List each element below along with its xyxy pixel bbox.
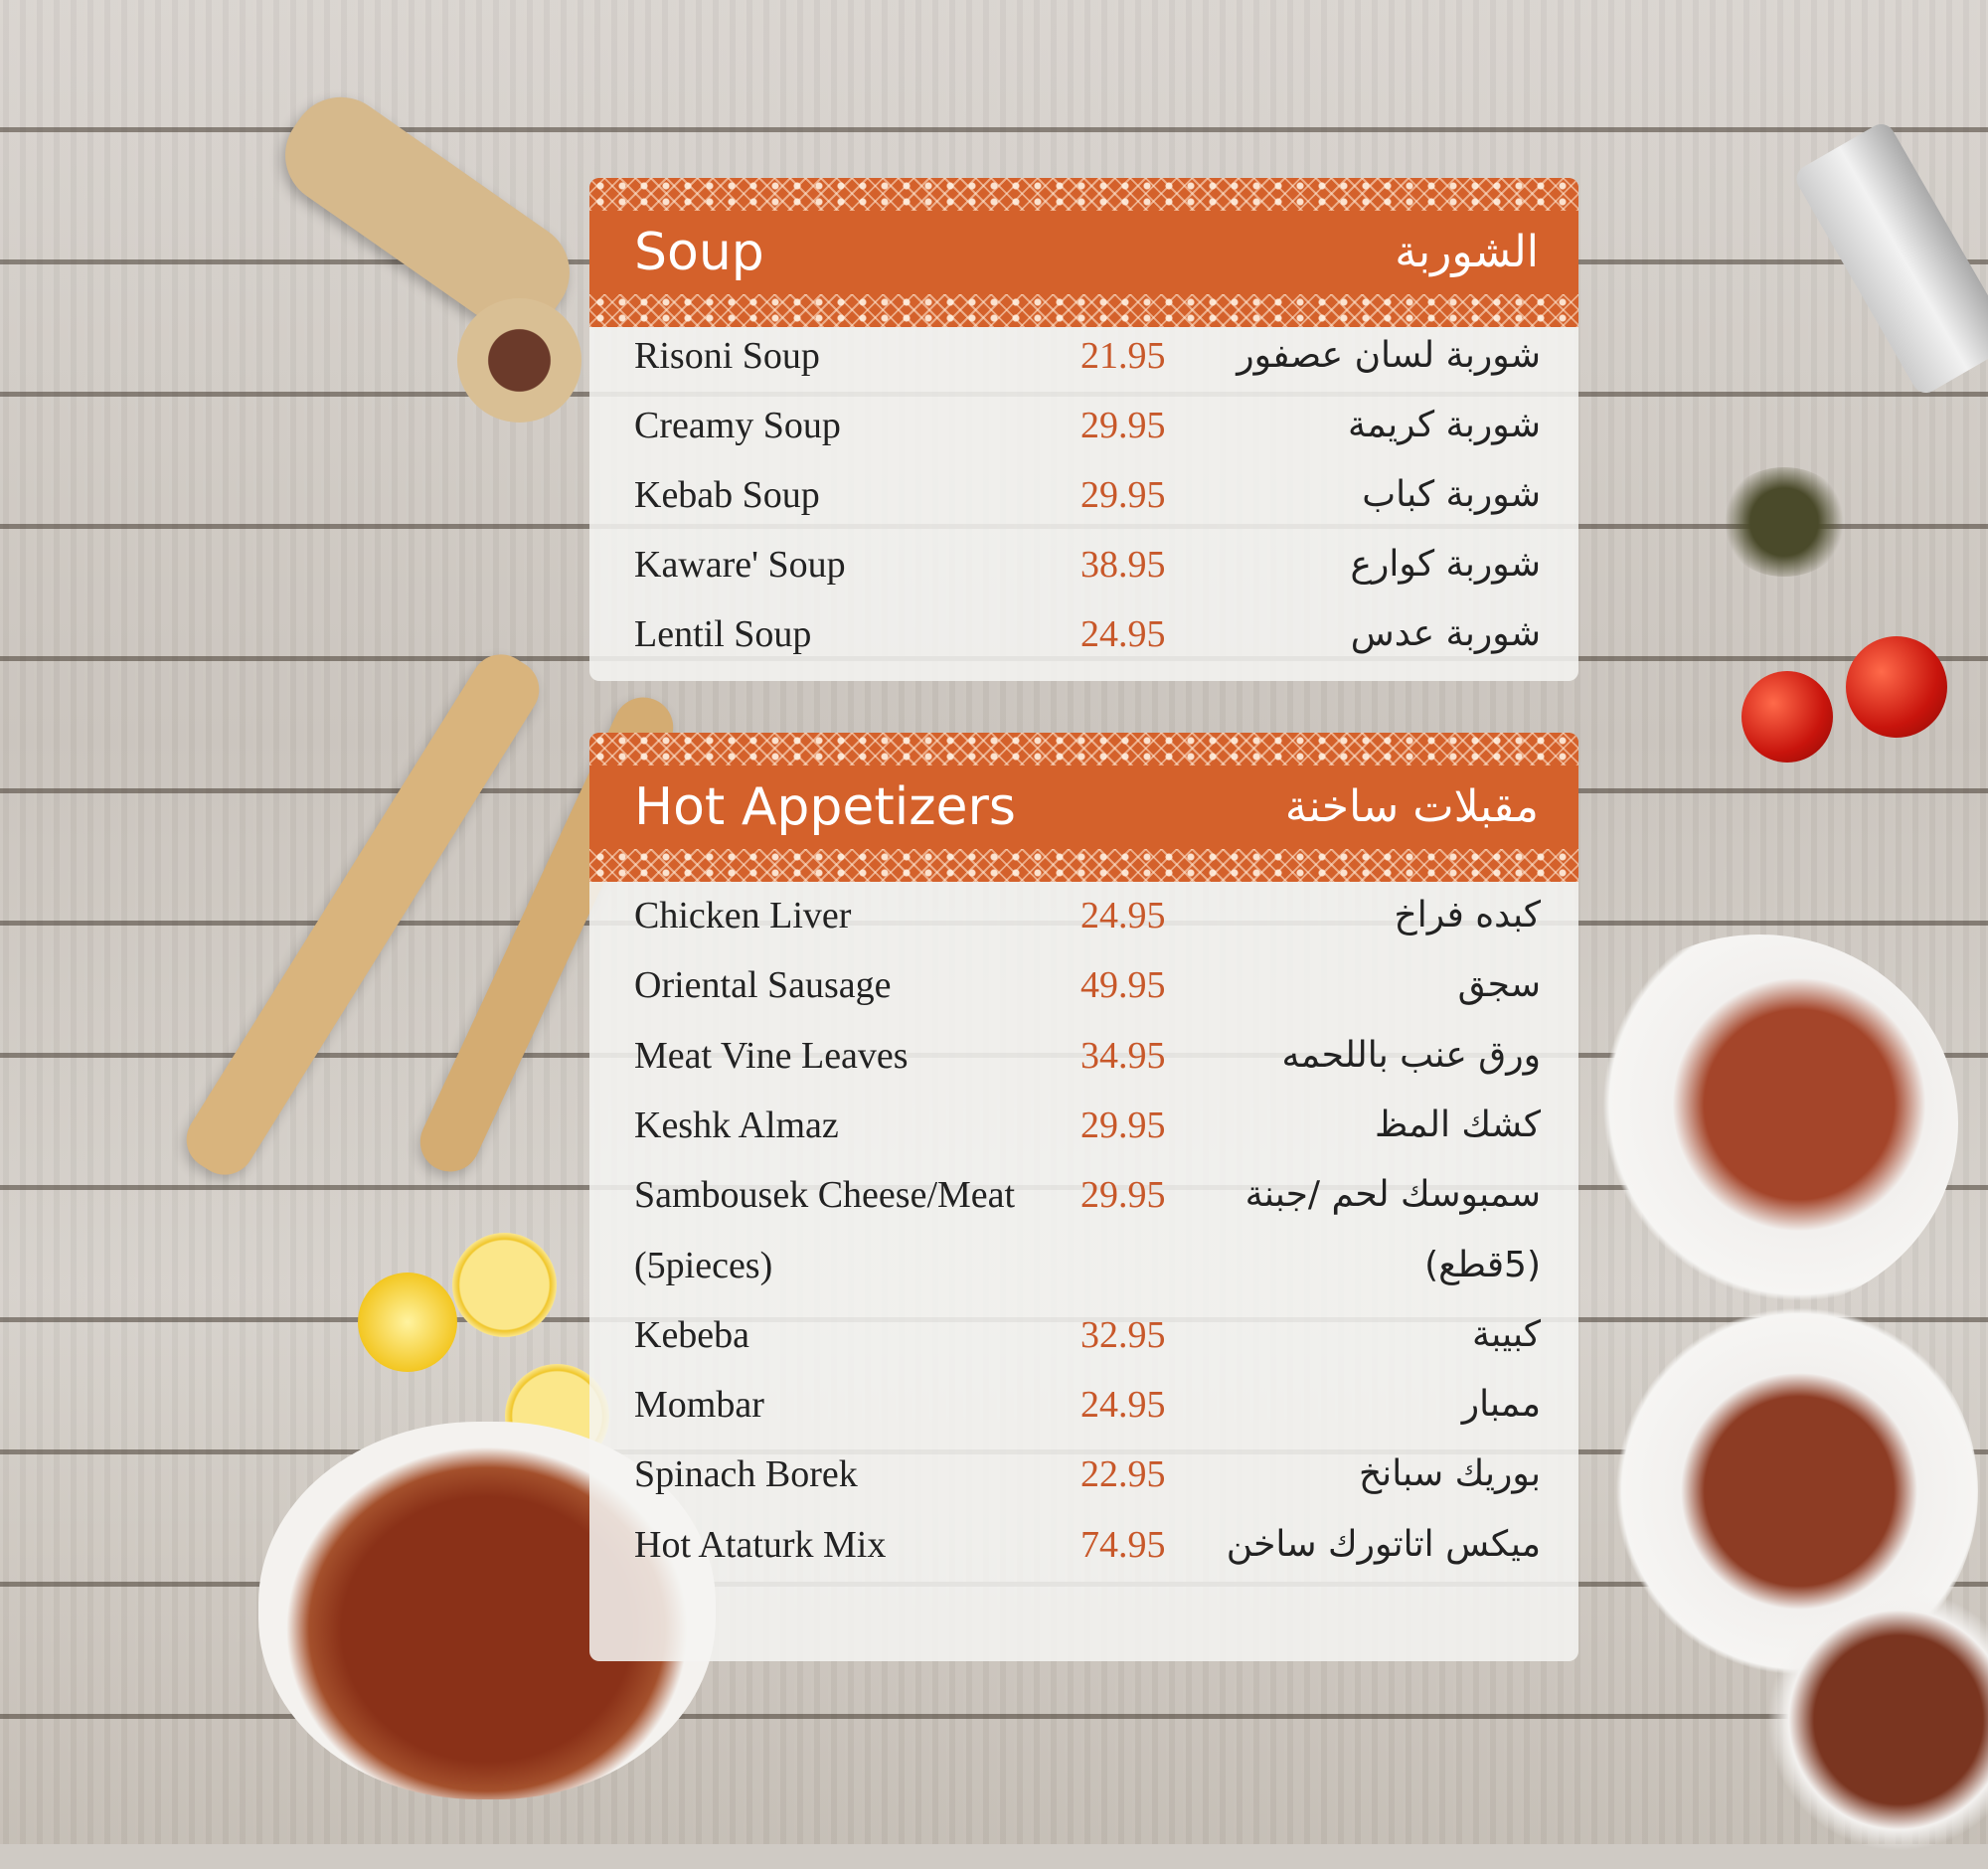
item-name-ar: شوربة لسان عصفور xyxy=(1237,335,1541,376)
item-name-ar: ممبار xyxy=(1461,1384,1541,1426)
item-name-en: (5pieces) xyxy=(634,1244,773,1286)
item-price: 49.95 xyxy=(1080,964,1166,1007)
item-price: 29.95 xyxy=(1080,474,1166,516)
item-price: 74.95 xyxy=(1080,1523,1166,1566)
item-price: 24.95 xyxy=(1080,613,1166,655)
item-name-en: Sambousek Cheese/Meat xyxy=(634,1174,1016,1217)
lemon-image xyxy=(358,1273,457,1372)
section-title-en: Hot Appetizers xyxy=(634,777,1017,837)
item-name-ar: سجق xyxy=(1457,964,1541,1006)
hot-appetizers-header: Hot Appetizers مقبلات ساخنة xyxy=(589,733,1578,882)
item-name-ar: بوريك سبانخ xyxy=(1358,1453,1541,1495)
item-name-ar: شوربة كريمة xyxy=(1347,405,1541,445)
tomato-image xyxy=(1741,671,1833,763)
soup-section: Soup الشوربة Risoni Soup 21.95 شوربة لسان … xyxy=(589,178,1578,681)
kibbeh-dish-image xyxy=(1561,934,1958,1312)
item-price: 29.95 xyxy=(1080,405,1166,446)
item-name-en: Meat Vine Leaves xyxy=(634,1034,909,1077)
menu-item-row: Keshk Almaz 29.95 كشك المظ xyxy=(589,1096,1578,1155)
item-name-ar: كبده فراخ xyxy=(1394,895,1541,935)
item-name-en: Kaware' Soup xyxy=(634,544,846,586)
menu-item-row: Kebab Soup 29.95 شوربة كباب xyxy=(589,465,1578,525)
item-name-en: Creamy Soup xyxy=(634,405,841,446)
item-name-en: Spinach Borek xyxy=(634,1453,858,1496)
menu-item-row: Kaware' Soup 38.95 شوربة كوارع xyxy=(589,535,1578,595)
item-price: 24.95 xyxy=(1080,895,1166,936)
item-name-ar: ميكس اتاتورك ساخن xyxy=(1226,1523,1541,1565)
menu-item-row: Spinach Borek 22.95 بوريك سبانخ xyxy=(589,1444,1578,1504)
item-name-en: Hot Ataturk Mix xyxy=(634,1523,887,1566)
item-name-en: Lentil Soup xyxy=(634,613,812,655)
soup-header: Soup الشوربة xyxy=(589,178,1578,327)
ornament-band xyxy=(589,294,1578,327)
item-price: 22.95 xyxy=(1080,1453,1166,1496)
item-name-ar: سمبوسك لحم /جبنة xyxy=(1244,1174,1541,1216)
menu-item-row: Risoni Soup 21.95 شوربة لسان عصفور xyxy=(589,326,1578,386)
menu-item-row: Hot Ataturk Mix 74.95 ميكس اتاتورك ساخن xyxy=(589,1515,1578,1575)
ornament-band xyxy=(589,733,1578,765)
menu-item-row: Chicken Liver 24.95 كبده فراخ xyxy=(589,886,1578,945)
item-price: 21.95 xyxy=(1080,335,1166,377)
item-price: 29.95 xyxy=(1080,1104,1166,1146)
herbs-image xyxy=(1720,467,1849,577)
item-name-en: Keshk Almaz xyxy=(634,1104,839,1146)
item-price: 29.95 xyxy=(1080,1174,1166,1217)
menu-item-row: Mombar 24.95 ممبار xyxy=(589,1375,1578,1435)
section-title-ar: مقبلات ساخنة xyxy=(1284,781,1539,832)
item-price: 24.95 xyxy=(1080,1384,1166,1427)
menu-item-row: Kebeba 32.95 كبيبة xyxy=(589,1305,1578,1365)
item-name-ar: كشك المظ xyxy=(1375,1104,1541,1145)
menu-item-row: (5pieces) (5قطع) xyxy=(589,1236,1578,1295)
item-price: 34.95 xyxy=(1080,1034,1166,1077)
menu-item-row: Meat Vine Leaves 34.95 ورق عنب باللحمه xyxy=(589,1026,1578,1086)
menu-item-row: Sambousek Cheese/Meat 29.95 سمبوسك لحم /جب… xyxy=(589,1165,1578,1225)
item-name-ar: ورق عنب باللحمه xyxy=(1281,1034,1541,1076)
ornament-band xyxy=(589,178,1578,211)
item-price: 38.95 xyxy=(1080,544,1166,586)
menu-item-row: Creamy Soup 29.95 شوربة كريمة xyxy=(589,396,1578,455)
item-name-ar: (5قطع) xyxy=(1424,1244,1541,1285)
item-name-ar: شوربة عدس xyxy=(1350,613,1541,654)
item-name-en: Mombar xyxy=(634,1384,764,1427)
menu-item-row: Lentil Soup 24.95 شوربة عدس xyxy=(589,604,1578,664)
item-name-en: Oriental Sausage xyxy=(634,964,892,1007)
menu-item-row: Oriental Sausage 49.95 سجق xyxy=(589,955,1578,1015)
tomato-image xyxy=(1846,636,1947,738)
ornament-band xyxy=(589,849,1578,882)
section-title-en: Soup xyxy=(634,223,764,282)
item-name-ar: شوربة كوارع xyxy=(1350,544,1541,585)
item-price: 32.95 xyxy=(1080,1313,1166,1356)
peppercorn-scoop-image xyxy=(457,298,581,423)
hot-appetizers-section: Hot Appetizers مقبلات ساخنة Chicken Live… xyxy=(589,733,1578,1661)
lemon-slice-image xyxy=(452,1233,557,1337)
item-name-ar: كبيبة xyxy=(1471,1313,1541,1355)
item-name-en: Kebeba xyxy=(634,1313,750,1356)
item-name-en: Risoni Soup xyxy=(634,335,820,377)
section-title-ar: الشوربة xyxy=(1395,227,1539,277)
stew-dish-image xyxy=(1749,1571,1988,1869)
item-name-ar: شوربة كباب xyxy=(1362,474,1541,515)
item-name-en: Kebab Soup xyxy=(634,474,820,516)
item-name-en: Chicken Liver xyxy=(634,895,852,936)
